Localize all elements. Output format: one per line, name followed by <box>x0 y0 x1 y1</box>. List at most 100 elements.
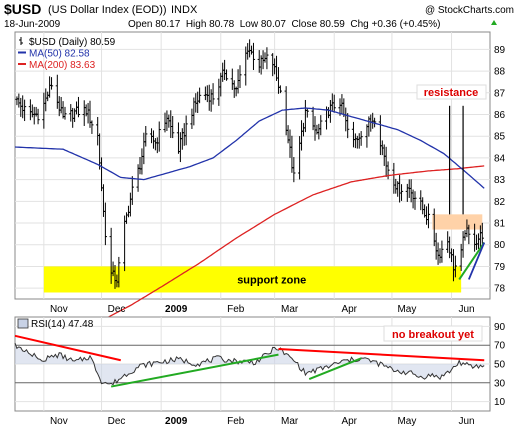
rsi-y-axis: 10 30 50 70 90 <box>494 322 506 408</box>
price-bar <box>49 77 54 90</box>
price-bar <box>346 113 350 139</box>
rsi-x-tick-label: Jun <box>458 416 474 427</box>
price-y-tick-label: 84 <box>494 153 506 164</box>
resistance-label-box <box>416 84 487 100</box>
price-bar <box>413 191 417 210</box>
price-bar <box>211 83 215 105</box>
price-bar <box>117 256 121 288</box>
price-bar <box>171 115 175 139</box>
price-y-tick-label: 79 <box>494 262 506 273</box>
legend-entry: $USD (Daily) 80.59 <box>29 37 116 48</box>
legend-entry: MA(50) 82.58 <box>29 49 90 60</box>
price-bar <box>63 106 67 120</box>
price-bar <box>130 176 134 205</box>
rsi-x-tick-label: Apr <box>341 416 357 427</box>
rsi-trendline-green <box>110 353 279 388</box>
x-tick-label: 2009 <box>165 304 188 315</box>
rsi-x-tick-label: 2009 <box>165 416 188 427</box>
price-bar <box>184 115 188 146</box>
x-tick-label: Mar <box>281 304 299 315</box>
price-bar <box>292 157 296 183</box>
price-bar <box>36 108 40 125</box>
price-bar <box>157 121 161 152</box>
rsi-x-tick-label: Mar <box>281 416 299 427</box>
x-tick-label: Jun <box>458 304 474 315</box>
rsi-y-tick-label: 90 <box>494 322 506 333</box>
ma50-line <box>14 107 485 189</box>
price-bar <box>90 120 94 134</box>
price-y-tick-label: 81 <box>494 219 506 230</box>
price-bar <box>386 161 390 180</box>
rsi-y-tick-label: 30 <box>494 378 506 389</box>
exchange-label: INDX <box>171 4 198 16</box>
rsi-line <box>14 342 485 386</box>
rsi-x-tick-label: Nov <box>50 416 68 427</box>
x-tick-label: Apr <box>341 304 357 315</box>
rsi-trendlines <box>14 334 485 388</box>
resistance-zone <box>432 214 483 230</box>
x-tick-label: May <box>397 304 416 315</box>
rsi-trendline-red <box>278 347 485 362</box>
price-bar <box>467 224 471 245</box>
rsi-x-tick-label: Feb <box>227 416 245 427</box>
date-label: 18-Jun-2009 <box>4 19 61 30</box>
rsi-y-tick-label: 70 <box>494 341 506 352</box>
price-bar <box>224 69 229 81</box>
no-breakout-label-box <box>383 325 483 342</box>
price-trendline <box>458 242 486 281</box>
x-tick-label: Feb <box>227 304 245 315</box>
rsi-trendline-red <box>14 334 121 362</box>
price-y-tick-label: 85 <box>494 132 506 143</box>
rsi-panel: no breakout yet 10 30 50 70 90 RSI(14) 47.48 <box>14 316 506 412</box>
support-zone-label: support zone <box>237 274 306 286</box>
price-annotation-lines <box>449 105 486 281</box>
price-bar <box>332 94 336 113</box>
price-y-tick-label: 88 <box>494 67 506 78</box>
ohlc-summary: Open 80.17 High 80.78 Low 80.07 Close 80… <box>128 19 440 30</box>
price-bar <box>23 99 27 122</box>
price-bar <box>426 203 431 229</box>
price-bar <box>278 85 282 94</box>
price-bar <box>453 255 457 278</box>
rsi-legend-swatch <box>17 318 29 329</box>
price-bar <box>76 96 81 118</box>
price-bar <box>251 42 256 70</box>
price-panel: support zone resistance 78 79 80 81 82 83 84 85… <box>14 31 506 359</box>
price-y-tick-label: 80 <box>494 240 506 251</box>
rsi-y-tick-label: 10 <box>494 397 506 408</box>
price-y-tick-label: 89 <box>494 45 506 56</box>
price-y-tick-label: 78 <box>494 284 506 295</box>
price-bars <box>15 39 484 289</box>
rsi-x-tick-label: May <box>397 416 416 427</box>
rsi-y-tick-label: 50 <box>494 360 506 371</box>
price-bar <box>480 222 484 244</box>
price-y-axis: 78 79 80 81 82 83 84 85 86 87 88 89 <box>494 45 506 295</box>
price-bar <box>144 125 148 147</box>
price-bar <box>103 202 107 246</box>
x-axis: Nov Nov Dec Dec 2009 2009 Feb Feb Mar Mar Apr Apr Ma… <box>50 304 475 427</box>
change-arrow-icon <box>491 20 497 25</box>
resistance-label: resistance <box>424 87 478 99</box>
price-rising-line <box>468 242 486 280</box>
price-y-tick-label: 86 <box>494 110 506 121</box>
copyright-label: @ StockCharts.com <box>425 5 514 16</box>
no-breakout-label: no breakout yet <box>392 329 474 341</box>
price-bar <box>305 108 309 118</box>
legend-entry: MA(200) 83.63 <box>29 60 96 71</box>
symbol-title: $USD <box>4 1 41 17</box>
x-tick-label: Dec <box>108 304 126 315</box>
price-bar <box>198 87 202 104</box>
rsi-fill <box>15 343 485 385</box>
price-y-tick-label: 83 <box>494 175 506 186</box>
rsi-legend: RSI(14) 47.48 <box>31 319 94 330</box>
price-bar <box>399 184 404 201</box>
price-y-tick-label: 87 <box>494 88 506 99</box>
price-bar <box>440 240 444 263</box>
price-bar <box>238 65 242 88</box>
price-bar <box>319 115 323 136</box>
rsi-trendline-green <box>308 357 362 380</box>
symbol-description: (US Dollar Index (EOD)) <box>48 4 167 16</box>
price-y-tick-label: 82 <box>494 197 506 208</box>
